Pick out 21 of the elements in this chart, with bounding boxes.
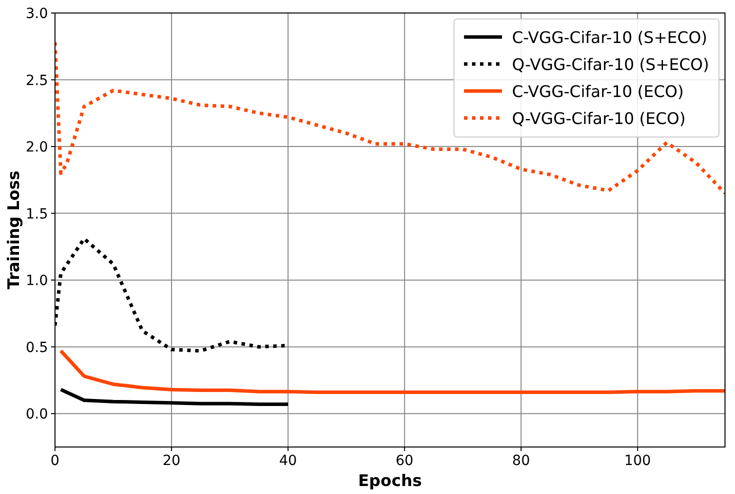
y-tick-label: 2.5 xyxy=(26,72,48,89)
line-series xyxy=(59,349,725,394)
legend-label: Q-VGG-Cifar-10 (ECO) xyxy=(512,109,686,128)
x-tick-label: 20 xyxy=(162,453,180,469)
x-tick-label: 40 xyxy=(279,453,297,469)
legend-label: Q-VGG-Cifar-10 (S+ECO) xyxy=(512,55,710,74)
y-tick-label: 2.0 xyxy=(26,140,48,156)
y-tick-label: 0.5 xyxy=(26,340,48,356)
x-tick-label: 0 xyxy=(50,453,60,469)
y-axis-title: Training Loss xyxy=(4,170,23,290)
y-tick-label: 0.0 xyxy=(26,406,48,423)
legend-label: C-VGG-Cifar-10 (S+ECO) xyxy=(512,28,708,47)
x-tick-label: 100 xyxy=(624,453,651,469)
legend-label: C-VGG-Cifar-10 (ECO) xyxy=(512,82,684,101)
x-axis-title: Epochs xyxy=(358,471,422,490)
y-tick-label: 1.0 xyxy=(26,273,48,290)
y-tick-label: 3.0 xyxy=(26,6,48,22)
y-tick-label: 1.5 xyxy=(26,206,48,222)
line-series xyxy=(59,388,290,406)
x-tick-label: 60 xyxy=(396,453,414,469)
x-tick-label: 80 xyxy=(512,453,530,469)
